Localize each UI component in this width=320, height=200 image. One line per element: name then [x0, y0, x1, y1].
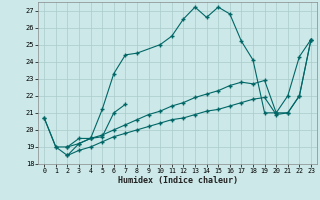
X-axis label: Humidex (Indice chaleur): Humidex (Indice chaleur): [118, 176, 238, 185]
